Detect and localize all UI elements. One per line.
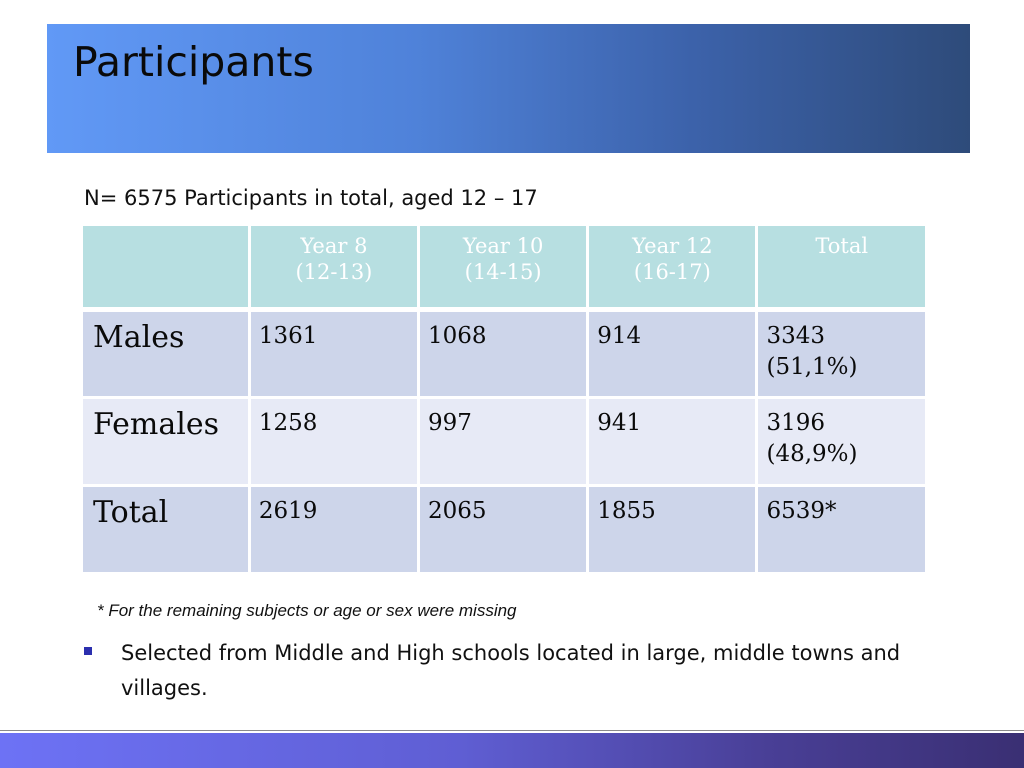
square-bullet-icon [84, 647, 92, 655]
cell-females-total: 3196 (48,9%) [755, 396, 928, 487]
header-year-10-ages: (14-15) [464, 260, 542, 285]
footer-divider [0, 730, 1024, 731]
table-header-row: Year 8 (12-13) Year 10 (14-15) Year 12 (… [80, 223, 928, 311]
bullet-text: Selected from Middle and High schools lo… [121, 641, 901, 700]
header-cell-year-10: Year 10 (14-15) [417, 223, 590, 311]
cell-total-year-12: 1855 [586, 484, 759, 575]
participants-table: Year 8 (12-13) Year 10 (14-15) Year 12 (… [80, 223, 928, 575]
table-row-males: Males 1361 1068 914 3343 (51,1%) [80, 308, 928, 399]
cell-females-year-12: 941 [586, 396, 759, 487]
header-cell-blank [80, 223, 251, 311]
cell-total-year-10: 2065 [417, 484, 590, 575]
cell-females-year-8: 1258 [247, 396, 421, 487]
header-year-12-label: Year 12 [632, 234, 713, 258]
cell-total-total: 6539* [755, 484, 928, 575]
slide-title: Participants [73, 38, 314, 86]
table-row-total: Total 2619 2065 1855 6539* [80, 484, 928, 575]
participants-summary: N= 6575 Participants in total, aged 12 –… [84, 186, 538, 210]
table-row-females: Females 1258 997 941 3196 (48,9%) [80, 396, 928, 487]
bullet-item: Selected from Middle and High schools lo… [84, 636, 944, 706]
header-year-10-label: Year 10 [462, 234, 544, 258]
header-year-12-ages: (16-17) [633, 260, 711, 285]
footer-band [0, 733, 1024, 768]
header-cell-total: Total [755, 223, 928, 311]
header-cell-year-12: Year 12 (16-17) [586, 223, 759, 311]
header-year-8-ages: (12-13) [295, 260, 373, 285]
row-label-total: Total [80, 484, 251, 575]
title-band: Participants [47, 24, 970, 153]
row-label-females: Females [80, 396, 251, 487]
header-total-label: Total [815, 234, 869, 258]
header-year-8-label: Year 8 [300, 234, 368, 258]
cell-males-year-8: 1361 [247, 308, 421, 399]
footnote: * For the remaining subjects or age or s… [97, 601, 517, 620]
cell-males-year-12: 914 [586, 308, 759, 399]
cell-males-total: 3343 (51,1%) [755, 308, 928, 399]
cell-females-year-10: 997 [417, 396, 590, 487]
cell-total-year-8: 2619 [247, 484, 421, 575]
row-label-males: Males [80, 308, 251, 399]
cell-males-year-10: 1068 [417, 308, 590, 399]
header-cell-year-8: Year 8 (12-13) [247, 223, 421, 311]
